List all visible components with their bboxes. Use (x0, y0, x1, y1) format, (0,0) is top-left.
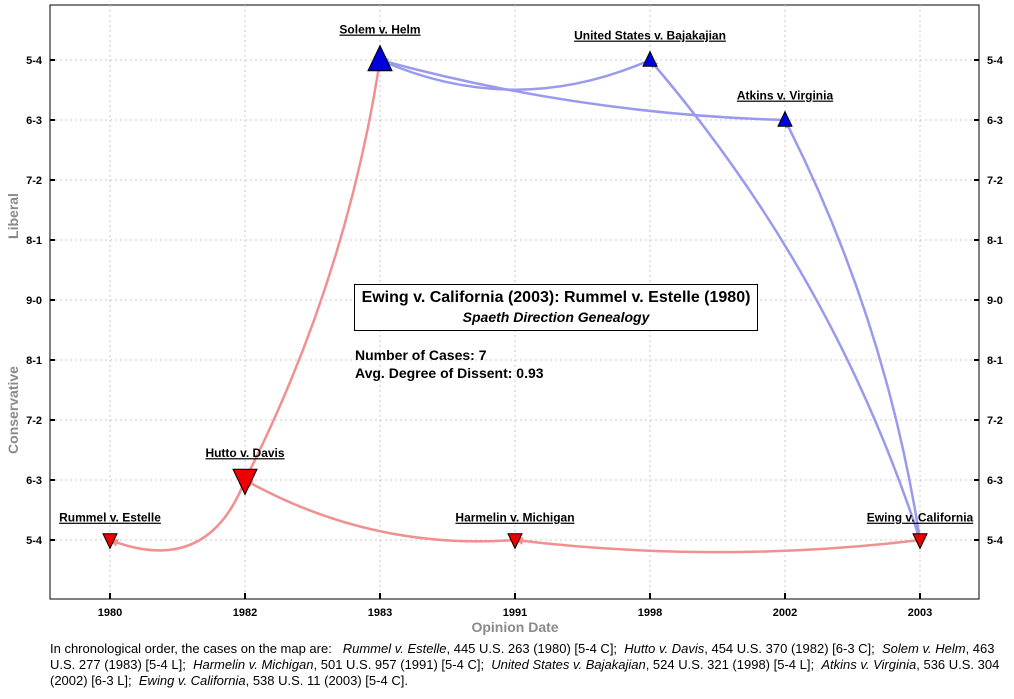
x-tick-label: 1991 (503, 607, 527, 619)
citation-arrow (783, 119, 922, 541)
case-markers (102, 44, 928, 550)
avg-dissent: Avg. Degree of Dissent: 0.93 (355, 365, 544, 381)
case-marker[interactable] (507, 533, 523, 550)
case-labels: Rummel v. Estelle Hutto v. Davis Solem v. … (59, 23, 973, 525)
y-tick-label-left: 8-1 (26, 355, 42, 367)
case-label: United States v. Bajakajian (574, 29, 726, 43)
citation-arrows (109, 58, 922, 554)
caption-case-name: Solem v. Helm (882, 641, 966, 656)
stats-block: Number of Cases: 7 Avg. Degree of Dissen… (355, 346, 544, 382)
caption-case-cite: , 454 U.S. 370 (1982) [6-3 C]; (704, 641, 875, 656)
y-tick-label-left: 8-1 (26, 235, 42, 247)
chart-title-box: Ewing v. California (2003): Rummel v. Es… (354, 284, 758, 331)
y-axis-left: 5-4 6-3 7-2 8-1 9-0 8-1 7-2 6-3 5-4 (26, 55, 55, 547)
y-tick-label-left: 5-4 (26, 55, 43, 67)
case-label: Hutto v. Davis (205, 446, 284, 460)
case-label: Solem v. Helm (339, 23, 420, 37)
y-tick-label-right: 8-1 (987, 235, 1003, 247)
citation-arrow (649, 59, 922, 541)
x-tick-label: 2003 (908, 607, 932, 619)
x-tick-label: 1980 (98, 607, 122, 619)
caption-intro: In chronological order, the cases on the… (50, 641, 332, 656)
y-tick-label-left: 7-2 (26, 175, 42, 187)
y-tick-label-right: 6-3 (987, 475, 1003, 487)
chart-subtitle: Spaeth Direction Genealogy (462, 309, 650, 325)
caption-case-cite: , 538 U.S. 11 (2003) [5-4 C]. (245, 673, 408, 688)
citation-arrow (379, 58, 651, 91)
caption-case-cite: , 524 U.S. 321 (1998) [5-4 L]; (645, 657, 815, 672)
citation-arrow (244, 478, 516, 543)
x-tick-label: 1983 (368, 607, 392, 619)
case-marker[interactable] (102, 533, 118, 550)
caption-case-name: Hutto v. Davis (624, 641, 705, 656)
y-tick-label-left: 6-3 (26, 475, 42, 487)
case-marker[interactable] (912, 533, 928, 550)
x-tick-label: 1998 (638, 607, 662, 619)
caption-case-name: Ewing v. California (138, 673, 246, 688)
y-tick-label-left: 7-2 (26, 415, 42, 427)
number-of-cases: Number of Cases: 7 (355, 347, 487, 363)
y-tick-label-right: 5-4 (987, 55, 1004, 67)
y-tick-label-right: 5-4 (987, 535, 1004, 547)
genealogy-chart: 5-4 6-3 7-2 8-1 9-0 8-1 7-2 6-3 5-4 5-4 6-3 7-2 8-1… (5, 4, 1004, 635)
caption-case-cite: , 463 U.S. 277 (1983) [5-4 L]; (50, 641, 995, 672)
case-label: Ewing v. California (867, 511, 974, 525)
caption-case-cite: , 536 U.S. 304 (2002) [6-3 L]; (50, 657, 1000, 688)
y-tick-label-right: 8-1 (987, 355, 1003, 367)
case-label: Harmelin v. Michigan (455, 511, 574, 525)
citation-arrow (514, 536, 921, 554)
case-marker[interactable] (642, 50, 658, 67)
y-axis-title-lower: Conservative (5, 366, 21, 454)
y-axis-title-upper: Liberal (5, 193, 21, 239)
case-label: Atkins v. Virginia (737, 89, 834, 103)
case-marker[interactable] (367, 44, 393, 72)
case-list-caption: In chronological order, the cases on the… (50, 641, 1000, 689)
x-axis-title: Opinion Date (471, 619, 558, 635)
x-axis: 1980 1982 1983 1991 1998 2002 2003 (98, 593, 932, 619)
y-tick-label-left: 9-0 (26, 295, 42, 307)
case-marker[interactable] (777, 110, 793, 127)
y-tick-label-right: 7-2 (987, 175, 1003, 187)
caption-case-name: United States v. Bajakajian (491, 657, 646, 672)
y-tick-label-left: 5-4 (26, 535, 43, 547)
citation-arrow (379, 58, 786, 122)
caption-case-name: Rummel v. Estelle (342, 641, 447, 656)
caption-case-name: Harmelin v. Michigan (193, 657, 314, 672)
case-marker[interactable] (232, 468, 258, 496)
x-tick-label: 2002 (773, 607, 797, 619)
caption-case-cite: , 445 U.S. 263 (1980) [5-4 C]; (446, 641, 618, 656)
y-tick-label-right: 9-0 (987, 295, 1003, 307)
y-axis-right: 5-4 6-3 7-2 8-1 9-0 8-1 7-2 6-3 5-4 (974, 55, 1004, 547)
y-tick-label-left: 6-3 (26, 115, 42, 127)
caption-case-cite: , 501 U.S. 957 (1991) [5-4 C]; (313, 657, 485, 672)
citation-arrow (243, 59, 382, 481)
x-tick-label: 1982 (233, 607, 257, 619)
y-tick-label-right: 6-3 (987, 115, 1003, 127)
case-label: Rummel v. Estelle (59, 511, 161, 525)
chart-title: Ewing v. California (2003): Rummel v. Es… (361, 289, 751, 306)
y-tick-label-right: 7-2 (987, 415, 1003, 427)
citation-arrow (109, 479, 247, 552)
caption-case-name: Atkins v. Virginia (821, 657, 917, 672)
